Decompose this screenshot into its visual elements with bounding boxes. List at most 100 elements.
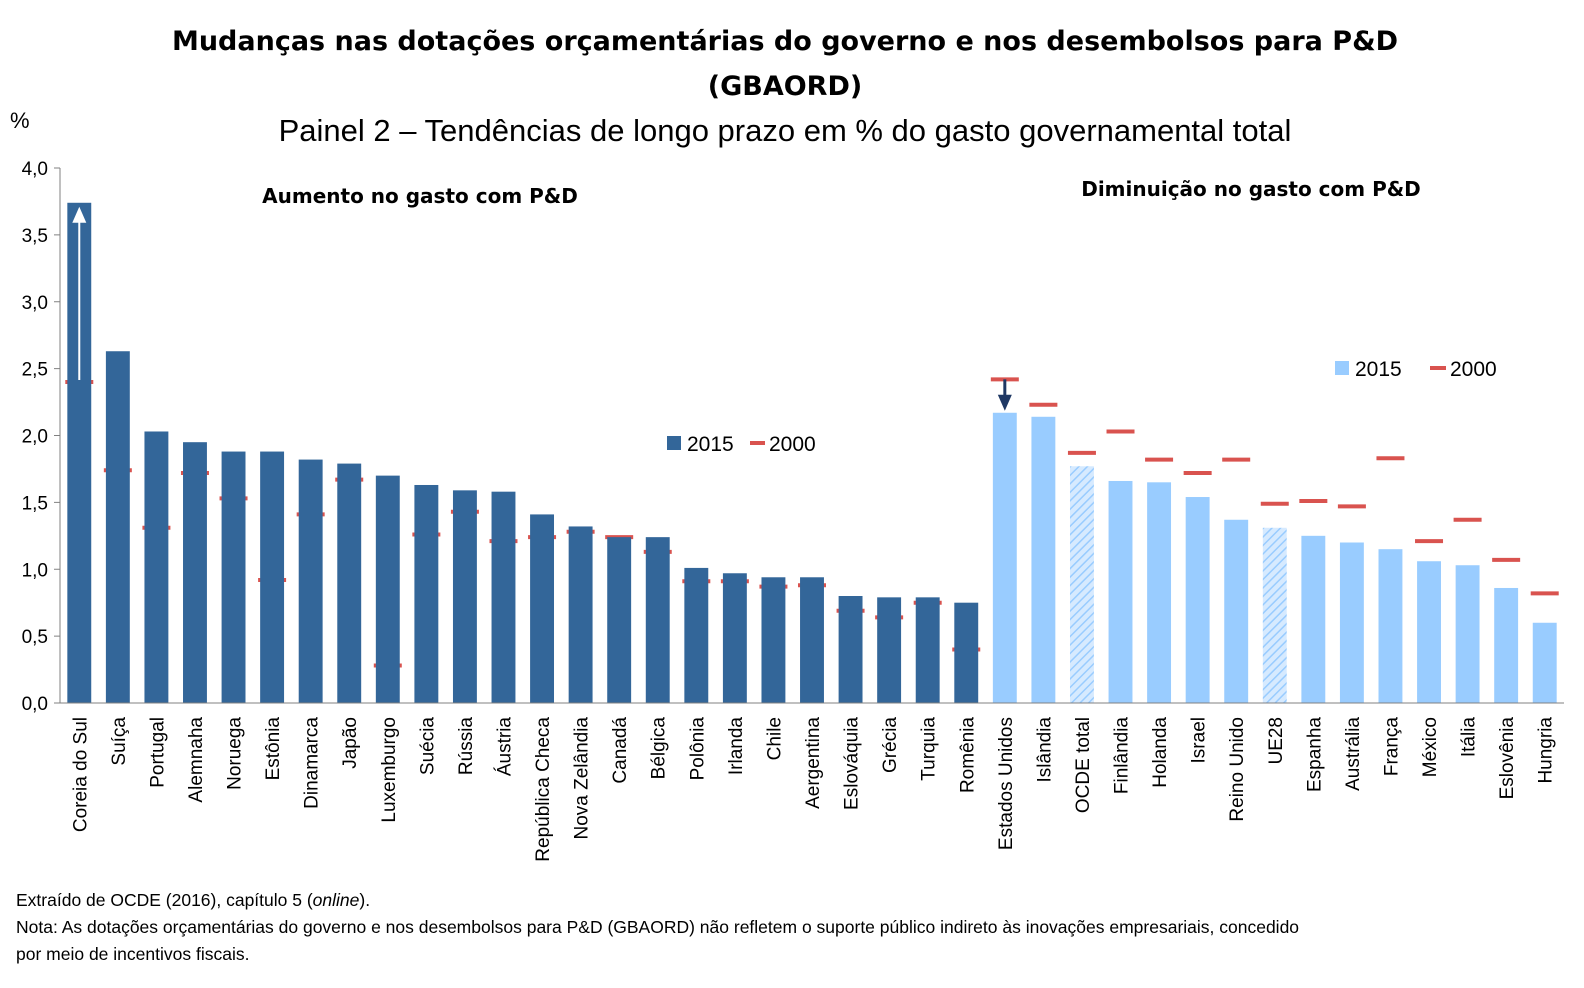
bar-2015 [1031, 416, 1056, 703]
bar-2015 [954, 602, 979, 703]
bar-2015 [1224, 519, 1249, 703]
category-label: Bélgica [649, 717, 670, 780]
y-tick-label: 2,5 [22, 360, 48, 381]
category-label: Suíça [109, 717, 130, 766]
category-label: Grécia [880, 717, 901, 773]
y-tick-label: 4,0 [22, 159, 48, 180]
category-label: Áustria [494, 717, 515, 777]
bar-2015 [67, 202, 92, 703]
bar-2015 [568, 526, 593, 703]
category-label: Canadá [610, 717, 631, 784]
bar-2015 [1339, 542, 1364, 703]
category-label: Eslováquia [842, 717, 863, 810]
category-label: Turquia [919, 717, 940, 781]
chart-subtitle: Painel 2 – Tendências de longo prazo em … [279, 113, 1292, 148]
bar-2015 [992, 412, 1017, 703]
category-label: Rússia [456, 717, 477, 776]
category-label: Austrália [1343, 717, 1364, 791]
y-tick-label: 2,0 [22, 427, 48, 448]
category-label: Hungria [1536, 717, 1557, 784]
bar-2015 [1417, 561, 1441, 703]
y-axis-ticks: 0,0 0,5 1,0 1,5 2,0 2,5 3,0 3,5 4,0 [22, 159, 60, 715]
category-label: Holanda [1150, 717, 1171, 788]
legend-right-2000-label: 2000 [1450, 358, 1497, 381]
source-prefix: Extraído de OCDE (2016), capítulo 5 ( [16, 890, 313, 910]
category-label: Itália [1459, 717, 1480, 758]
category-label: OCDE total [1073, 717, 1094, 813]
arrow-up-head [72, 206, 87, 223]
source-italic: online [313, 890, 360, 910]
bar-2015 [1185, 497, 1210, 703]
category-label: México [1420, 717, 1441, 777]
y-tick-label: 1,5 [22, 493, 48, 514]
chart-title-line2: (GBAORD) [708, 71, 862, 102]
category-labels: Coreia do Sul Suíça Portugal Alemnaha Norueg… [70, 717, 1556, 862]
bar-2015 [414, 484, 439, 703]
category-label: Noruega [225, 717, 246, 790]
category-label: Nova Zelândia [572, 717, 593, 840]
note-line1: Nota: As dotações orçamentárias do gover… [16, 917, 1299, 937]
bar-2015 [800, 577, 824, 703]
category-label: Espanha [1304, 717, 1325, 792]
y-tick-label: 0,0 [22, 694, 48, 715]
chart-title-line1: Mudanças nas dotações orçamentárias do g… [172, 26, 1398, 57]
bar-2015 [491, 491, 516, 703]
category-label: Estônia [263, 717, 284, 781]
bar-2015 [1494, 587, 1519, 703]
bar-2015 [761, 577, 786, 703]
category-label: Islândia [1034, 717, 1055, 783]
bar-2015 [607, 537, 632, 703]
bar-2015 [144, 431, 169, 703]
category-label: Irlanda [726, 717, 747, 776]
section-label-decrease: Diminuição no gasto com P&D [1081, 177, 1421, 201]
y-axis-label: % [10, 108, 30, 133]
bar-2015 [1262, 527, 1287, 703]
bar-2015 [1069, 466, 1094, 703]
bar-2015 [1532, 622, 1557, 703]
category-label: Luxemburgo [379, 717, 400, 823]
bar-2015 [183, 442, 207, 703]
category-label: Japão [340, 717, 361, 769]
y-tick-label: 3,5 [22, 226, 48, 247]
category-label: Polônia [687, 717, 708, 781]
bar-2015 [1378, 549, 1403, 703]
bar-2015 [105, 351, 130, 703]
bar-2015 [221, 451, 246, 703]
change-arrows [72, 206, 1012, 411]
bar-2015 [1108, 480, 1133, 703]
note-line2: por meio de incentivos fiscais. [16, 944, 249, 964]
category-label: Estados Unidos [996, 717, 1017, 850]
y-tick-label: 0,5 [22, 627, 48, 648]
category-label: Aergentina [803, 717, 824, 809]
category-label: República Checa [533, 717, 554, 862]
legend-left-2015-swatch [667, 436, 681, 450]
bar-2015 [530, 514, 555, 703]
category-label: Alemnaha [186, 717, 207, 803]
source-suffix: ). [359, 890, 370, 910]
bar-2015 [877, 597, 902, 703]
legend-left: 2015 2000 [667, 433, 816, 456]
bar-2015 [452, 490, 477, 703]
series-2015-bars [67, 202, 1557, 703]
category-label: Dinamarca [302, 717, 323, 809]
section-label-increase: Aumento no gasto com P&D [262, 184, 578, 208]
bar-2015 [1455, 565, 1480, 703]
legend-left-2015-label: 2015 [687, 433, 734, 456]
category-label: Coreia do Sul [70, 717, 91, 832]
bar-2015 [684, 567, 709, 703]
bar-2015 [375, 475, 400, 703]
source-note: Extraído de OCDE (2016), capítulo 5 (onl… [16, 890, 370, 910]
category-label: França [1381, 717, 1402, 777]
category-label: Suécia [417, 717, 438, 776]
category-label: Reino Unido [1227, 717, 1248, 822]
category-label: Portugal [147, 717, 168, 788]
category-label: Israel [1189, 717, 1210, 763]
bar-2015 [1301, 535, 1326, 703]
bar-2015 [260, 451, 285, 703]
category-label: Chile [764, 717, 785, 760]
category-label: Eslovênia [1497, 717, 1518, 800]
category-label: Romênia [957, 717, 978, 793]
legend-right-2015-swatch [1335, 361, 1349, 375]
category-label: Finlândia [1112, 717, 1133, 795]
bar-2015 [722, 573, 747, 703]
